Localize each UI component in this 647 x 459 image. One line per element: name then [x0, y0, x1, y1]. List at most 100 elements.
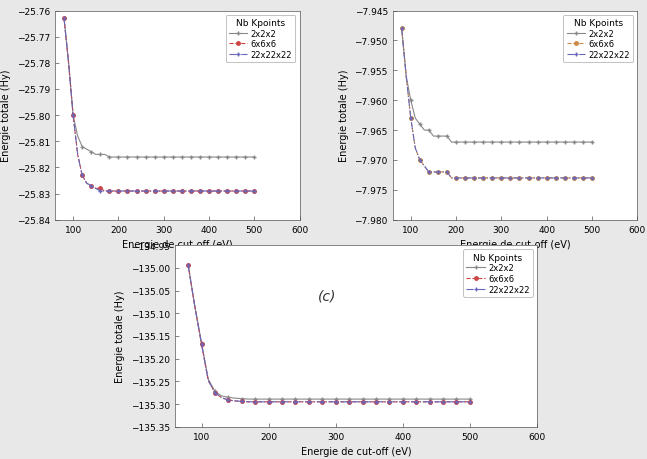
2x2x2 [453, 397, 461, 402]
22x22x22 [265, 399, 272, 405]
6x6x6 [520, 176, 528, 181]
22x22x22 [426, 399, 433, 405]
2x2x2 [196, 155, 204, 160]
6x6x6 [439, 170, 446, 175]
X-axis label: Energie de cut-off (eV): Energie de cut-off (eV) [301, 446, 411, 456]
22x22x22 [124, 189, 131, 194]
2x2x2 [169, 155, 177, 160]
2x2x2 [419, 397, 427, 402]
2x2x2 [352, 397, 360, 402]
22x22x22 [332, 399, 340, 405]
2x2x2 [579, 140, 587, 146]
22x22x22 [65, 61, 72, 67]
2x2x2 [588, 140, 596, 146]
22x22x22 [83, 181, 91, 186]
6x6x6 [218, 395, 226, 401]
22x22x22 [534, 176, 542, 181]
6x6x6 [461, 176, 469, 181]
22x22x22 [204, 378, 212, 383]
Y-axis label: Energie totale (Hy): Energie totale (Hy) [339, 70, 349, 162]
2x2x2 [416, 122, 424, 128]
6x6x6 [312, 399, 320, 405]
2x2x2 [565, 140, 573, 146]
2x2x2 [285, 397, 292, 402]
6x6x6 [425, 170, 433, 175]
2x2x2 [432, 397, 440, 402]
2x2x2 [584, 140, 591, 146]
2x2x2 [60, 17, 68, 22]
22x22x22 [457, 176, 465, 181]
22x22x22 [443, 170, 451, 175]
22x22x22 [164, 189, 172, 194]
6x6x6 [155, 189, 163, 194]
2x2x2 [232, 155, 240, 160]
Line: 2x2x2: 2x2x2 [400, 27, 594, 145]
22x22x22 [525, 176, 532, 181]
6x6x6 [475, 176, 483, 181]
6x6x6 [432, 399, 440, 405]
6x6x6 [211, 390, 219, 396]
6x6x6 [457, 176, 465, 181]
2x2x2 [325, 397, 333, 402]
22x22x22 [584, 176, 591, 181]
6x6x6 [305, 399, 313, 405]
6x6x6 [232, 189, 240, 194]
2x2x2 [318, 397, 326, 402]
Line: 6x6x6: 6x6x6 [62, 17, 256, 193]
6x6x6 [272, 399, 280, 405]
6x6x6 [443, 170, 451, 175]
22x22x22 [184, 262, 192, 268]
2x2x2 [498, 140, 505, 146]
22x22x22 [105, 189, 113, 194]
6x6x6 [570, 176, 578, 181]
2x2x2 [160, 155, 168, 160]
22x22x22 [258, 399, 266, 405]
6x6x6 [411, 146, 419, 151]
6x6x6 [406, 399, 413, 405]
6x6x6 [285, 399, 292, 405]
6x6x6 [124, 189, 131, 194]
6x6x6 [407, 116, 415, 122]
2x2x2 [479, 140, 487, 146]
6x6x6 [378, 399, 386, 405]
6x6x6 [205, 189, 213, 194]
6x6x6 [412, 399, 420, 405]
2x2x2 [392, 397, 400, 402]
22x22x22 [160, 189, 168, 194]
2x2x2 [78, 145, 86, 150]
22x22x22 [412, 399, 420, 405]
6x6x6 [292, 399, 300, 405]
22x22x22 [466, 176, 474, 181]
2x2x2 [83, 147, 91, 152]
2x2x2 [338, 397, 346, 402]
2x2x2 [386, 397, 393, 402]
6x6x6 [231, 398, 239, 404]
2x2x2 [119, 155, 127, 160]
22x22x22 [461, 176, 469, 181]
Legend: 2x2x2, 6x6x6, 22x22x22: 2x2x2, 6x6x6, 22x22x22 [564, 16, 633, 63]
6x6x6 [137, 189, 145, 194]
6x6x6 [358, 399, 366, 405]
6x6x6 [214, 189, 222, 194]
22x22x22 [251, 399, 259, 405]
22x22x22 [228, 189, 236, 194]
6x6x6 [298, 399, 306, 405]
6x6x6 [552, 176, 560, 181]
2x2x2 [448, 140, 455, 146]
2x2x2 [312, 397, 320, 402]
X-axis label: Energie de cut-off (eV): Energie de cut-off (eV) [122, 240, 233, 250]
22x22x22 [318, 399, 326, 405]
2x2x2 [124, 155, 131, 160]
2x2x2 [529, 140, 537, 146]
2x2x2 [278, 397, 286, 402]
22x22x22 [173, 189, 181, 194]
22x22x22 [372, 399, 380, 405]
6x6x6 [352, 399, 360, 405]
6x6x6 [565, 176, 573, 181]
6x6x6 [419, 399, 427, 405]
22x22x22 [498, 176, 505, 181]
6x6x6 [78, 173, 86, 179]
22x22x22 [338, 399, 346, 405]
2x2x2 [225, 395, 232, 400]
22x22x22 [466, 399, 474, 405]
